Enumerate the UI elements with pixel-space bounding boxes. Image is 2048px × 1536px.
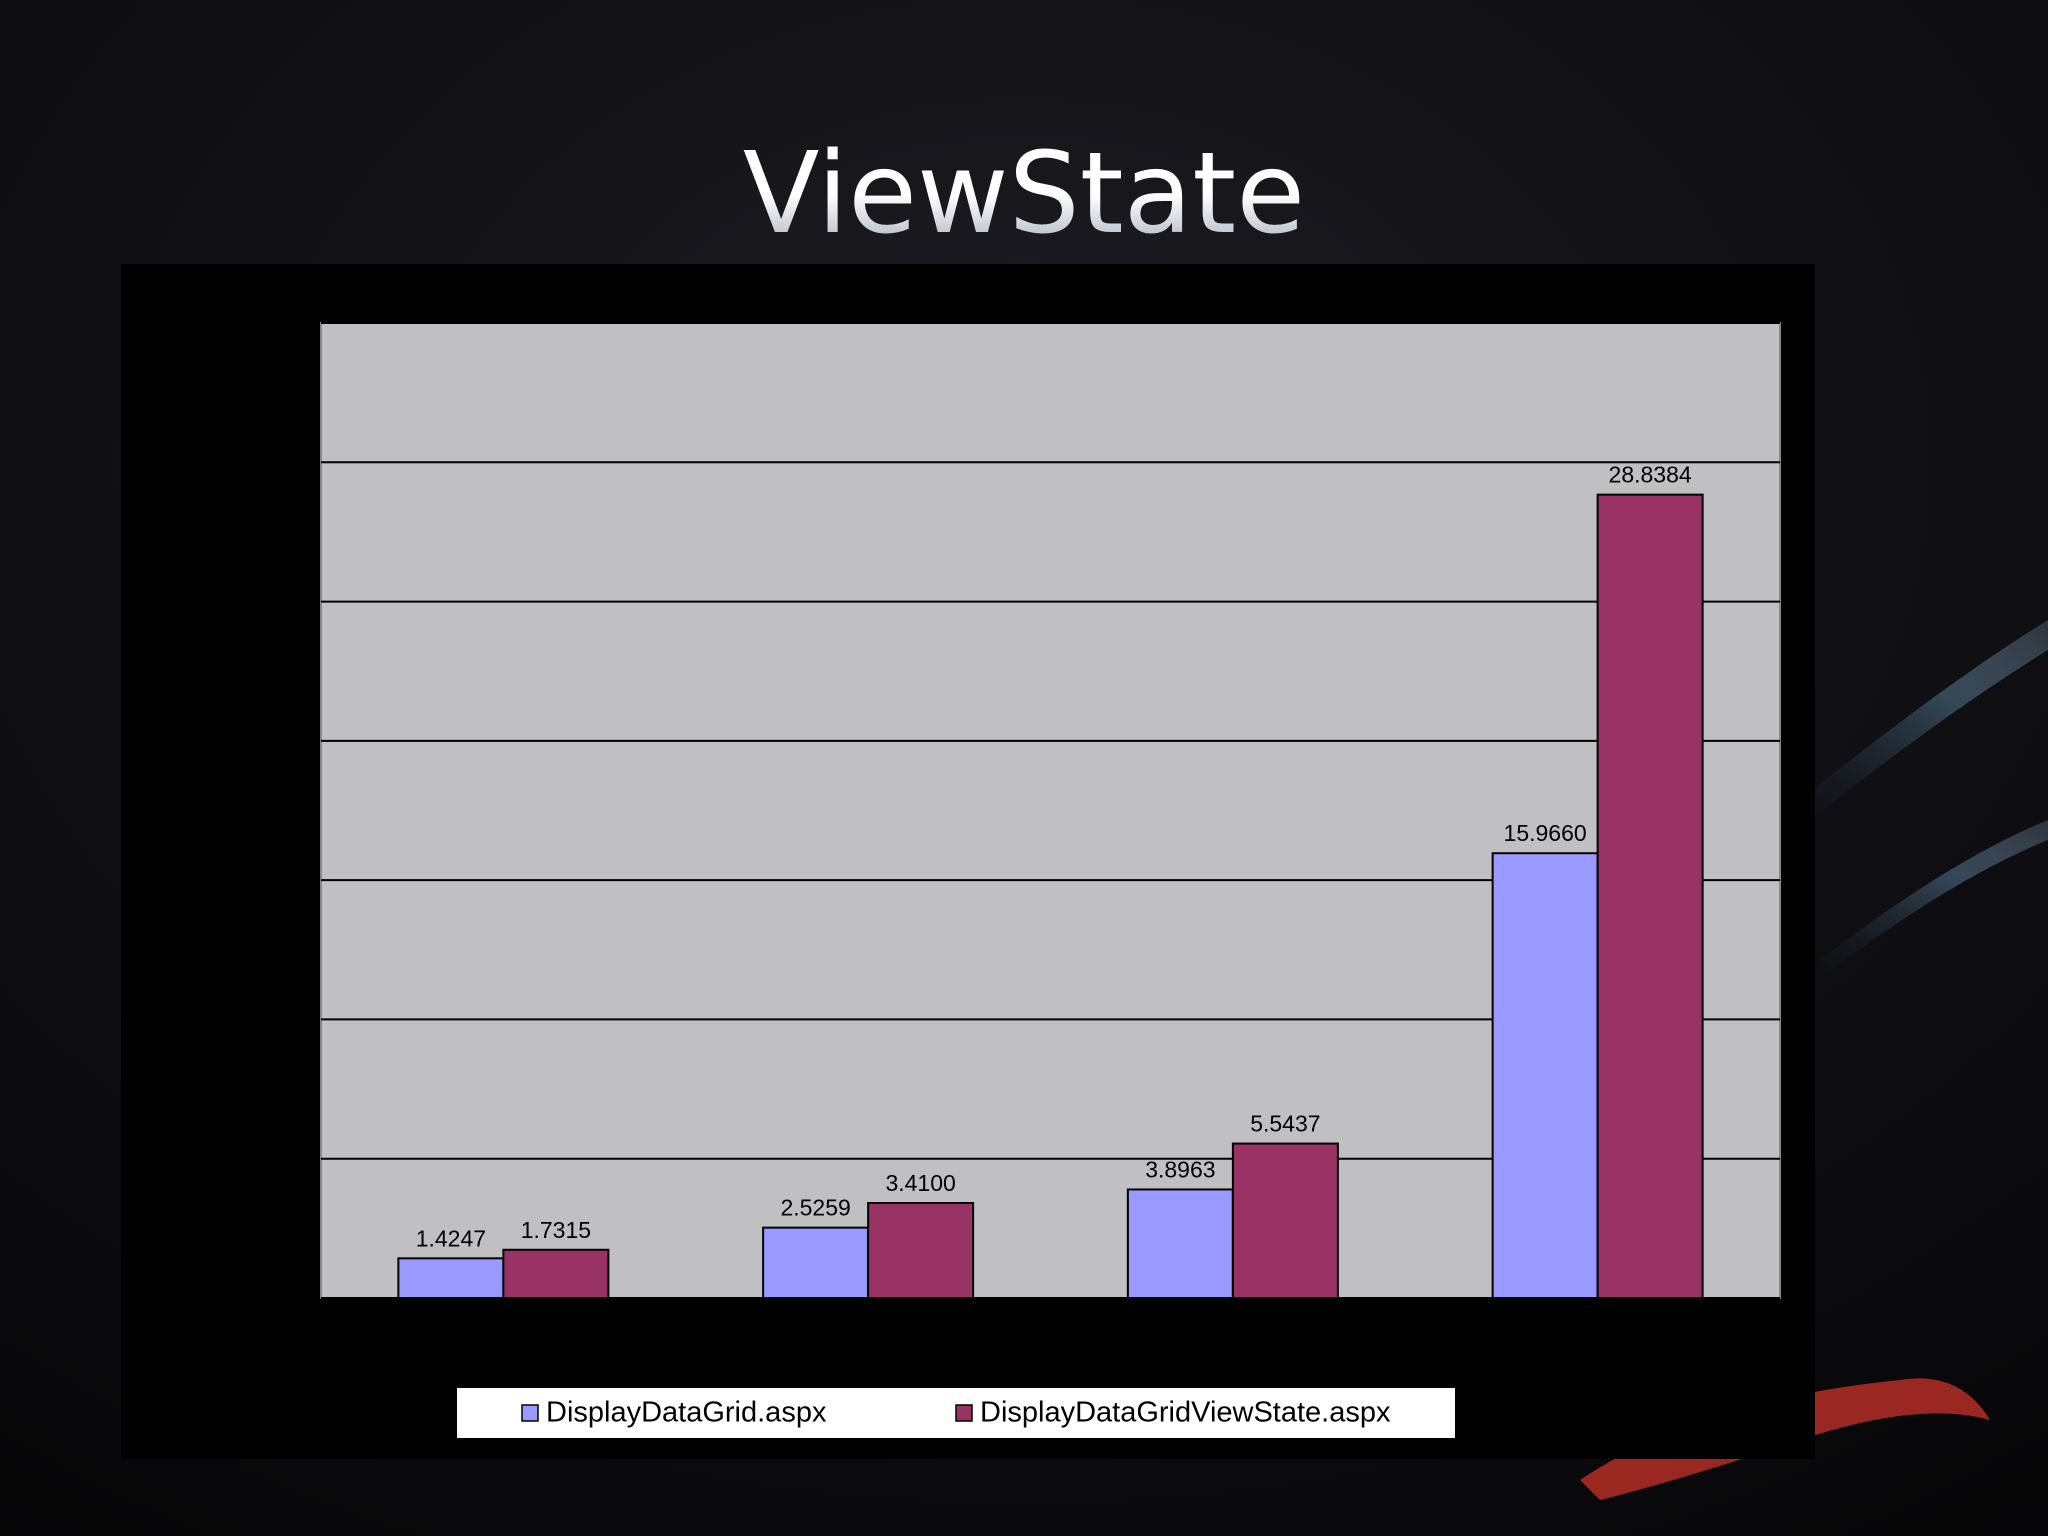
bar (762, 1226, 870, 1299)
bar (867, 1202, 975, 1300)
data-label: 3.4100 (885, 1170, 955, 1196)
bar (397, 1257, 505, 1299)
data-label: 1.7315 (521, 1217, 591, 1243)
data-label: 3.8963 (1145, 1156, 1215, 1182)
data-label: 5.5437 (1250, 1111, 1320, 1137)
decor-streak (1800, 620, 2048, 820)
bar (1126, 1188, 1234, 1299)
bar (1231, 1142, 1339, 1299)
slide-title: ViewState (743, 129, 1305, 259)
data-label: 15.9660 (1504, 820, 1587, 846)
legend-swatch (955, 1404, 973, 1422)
legend-label: DisplayDataGridViewState.aspx (980, 1397, 1391, 1429)
decor-streak (1820, 820, 2048, 975)
data-label: 2.5259 (780, 1195, 850, 1221)
data-label: 1.4247 (416, 1225, 486, 1251)
legend-label: DisplayDataGrid.aspx (546, 1397, 827, 1429)
bar (1491, 852, 1599, 1299)
bar (502, 1248, 610, 1300)
data-label: 28.8384 (1609, 462, 1692, 488)
bar (1596, 493, 1704, 1299)
legend-swatch (521, 1404, 539, 1422)
